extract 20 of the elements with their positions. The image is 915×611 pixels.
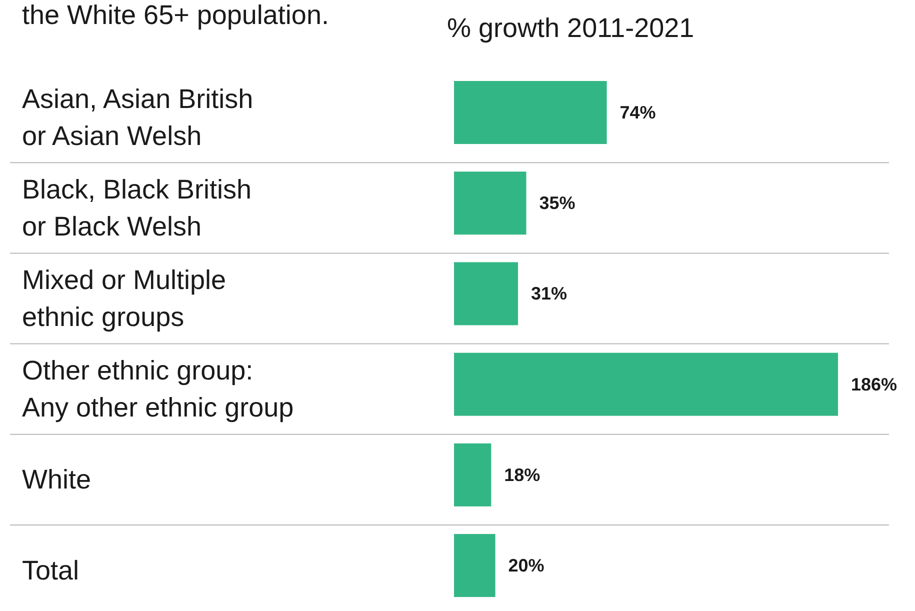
bar <box>454 534 496 597</box>
bar <box>454 81 607 144</box>
x-axis-title: % growth 2011-2021 <box>447 13 694 43</box>
y-tick-label: Asian, Asian British or Asian Welsh <box>22 84 254 151</box>
data-label: 31% <box>531 284 568 304</box>
data-label: 20% <box>508 556 544 576</box>
y-tick-label: White <box>22 464 92 495</box>
bar <box>454 172 526 235</box>
y-tick-label: Other ethnic group: Any other ethnic group <box>22 356 294 423</box>
data-label: 186% <box>851 374 898 394</box>
y-tick-label: Total <box>22 555 80 586</box>
text: the White 65+ population. <box>22 0 329 30</box>
bar <box>454 352 838 416</box>
bar <box>454 443 492 506</box>
y-tick-label: Mixed or Multiple ethnic groups <box>22 265 226 332</box>
data-label: 18% <box>504 464 540 485</box>
y-tick-label: Black, Black British or Black Welsh <box>22 174 252 242</box>
bar <box>454 262 518 326</box>
data-label: 35% <box>539 193 576 214</box>
data-label: 74% <box>620 102 656 122</box>
